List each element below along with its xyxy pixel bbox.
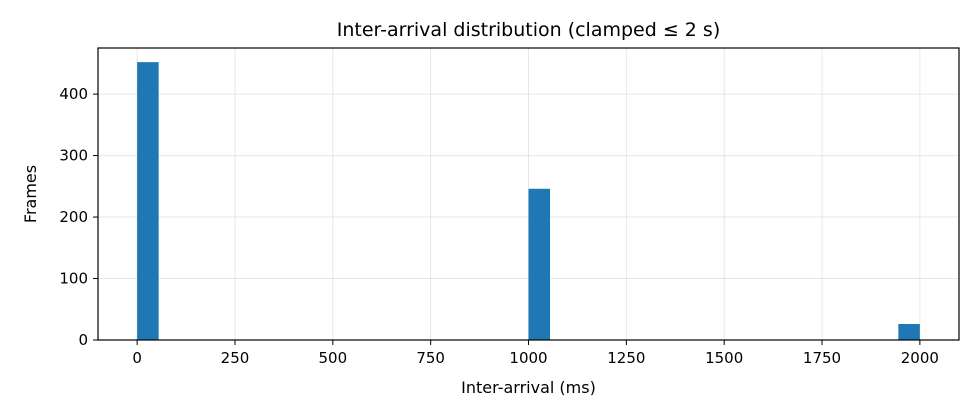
x-tick-label: 1250 [607, 349, 645, 367]
chart-title: Inter-arrival distribution (clamped ≤ 2 … [337, 19, 721, 41]
x-tick-label: 750 [416, 349, 445, 367]
x-tick-label: 500 [318, 349, 347, 367]
x-tick-label: 1000 [509, 349, 547, 367]
histogram-bar [137, 62, 159, 340]
y-tick-label: 400 [59, 85, 88, 103]
x-tick-label: 250 [221, 349, 250, 367]
x-axis-ticks: 0 250 500 750 1000 1250 1500 1750 2000 [132, 340, 939, 367]
y-axis-label: Frames [21, 165, 40, 223]
bars-layer [137, 62, 920, 340]
x-tick-label: 1750 [803, 349, 841, 367]
histogram-bar [528, 188, 551, 340]
y-tick-label: 300 [59, 147, 88, 165]
x-tick-label: 1500 [705, 349, 743, 367]
y-axis-ticks: 0 100 200 300 400 [59, 85, 98, 349]
y-tick-label: 100 [59, 270, 88, 288]
y-tick-label: 0 [78, 331, 88, 349]
x-tick-label: 0 [132, 349, 142, 367]
x-tick-label: 2000 [901, 349, 939, 367]
y-tick-label: 200 [59, 208, 88, 226]
histogram-bar [898, 324, 920, 340]
x-axis-label: Inter-arrival (ms) [461, 378, 596, 397]
